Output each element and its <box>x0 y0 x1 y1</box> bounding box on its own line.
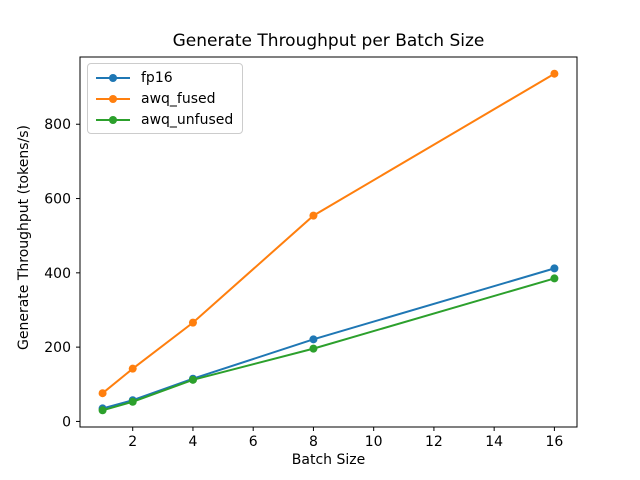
legend-marker <box>109 115 117 124</box>
series-marker-awq_unfused <box>309 344 318 353</box>
y-axis-label: Generate Throughput (tokens/s) <box>16 125 32 350</box>
x-tick-label: 12 <box>425 434 443 450</box>
series-marker-awq_fused <box>98 389 107 398</box>
series-line-awq_unfused <box>102 277 555 412</box>
legend-marker <box>109 73 117 82</box>
series-marker-awq_fused <box>188 318 197 327</box>
series-marker-fp16 <box>550 264 559 273</box>
series-marker-awq_fused <box>128 364 137 373</box>
legend-label: fp16 <box>141 69 173 86</box>
series-marker-awq_unfused <box>128 397 137 406</box>
legend-label: awq_fused <box>141 90 216 107</box>
y-tick-label: 200 <box>44 340 71 356</box>
legend: fp16 awq_fused awq_unfused <box>87 63 244 134</box>
series-marker-awq_unfused <box>98 406 107 415</box>
y-tick-label: 800 <box>44 117 71 133</box>
x-tick-label: 4 <box>188 434 197 450</box>
legend-item-awq_unfused: awq_unfused <box>95 109 233 130</box>
series-marker-awq_unfused <box>188 375 197 384</box>
y-tick-label: 400 <box>44 266 71 282</box>
x-tick-label: 14 <box>485 434 503 450</box>
legend-swatch-fp16 <box>96 73 130 82</box>
series-marker-awq_fused <box>550 69 559 78</box>
legend-marker <box>109 94 117 103</box>
series-marker-fp16 <box>309 335 318 344</box>
legend-item-fp16: fp16 <box>95 67 233 88</box>
legend-swatch-awq_unfused <box>96 115 130 124</box>
x-tick-label: 6 <box>249 434 258 450</box>
y-tick-label: 0 <box>62 414 71 430</box>
plot-border <box>79 56 578 428</box>
series-marker-awq_fused <box>309 211 318 220</box>
x-axis-label: Batch Size <box>291 452 366 468</box>
x-tick-label: 16 <box>545 434 563 450</box>
legend-label: awq_unfused <box>141 111 234 128</box>
legend-item-awq_fused: awq_fused <box>95 88 233 109</box>
x-tick-label: 8 <box>309 434 318 450</box>
legend-swatch-awq_fused <box>96 94 130 103</box>
chart-title: Generate Throughput per Batch Size <box>172 31 485 51</box>
series-marker-awq_unfused <box>550 274 559 283</box>
x-tick-label: 10 <box>365 434 383 450</box>
y-tick-label: 600 <box>44 192 71 208</box>
x-tick-label: 2 <box>128 434 137 450</box>
